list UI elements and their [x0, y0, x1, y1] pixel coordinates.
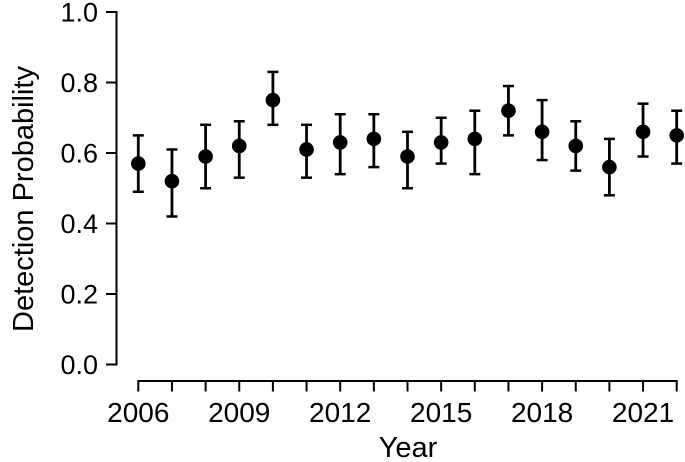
data-point — [231, 138, 247, 154]
data-point — [299, 142, 314, 157]
data-point — [265, 92, 281, 108]
y-axis-title: Detection Probability — [8, 66, 40, 332]
x-axis-title: Year — [379, 432, 438, 462]
y-tick-label: 0.6 — [60, 139, 98, 169]
data-point — [131, 156, 146, 171]
y-tick-label: 1.0 — [60, 0, 98, 28]
y-tick-label: 0.0 — [60, 350, 98, 380]
data-point — [635, 124, 651, 140]
data-point — [568, 138, 584, 154]
data-point — [467, 131, 483, 147]
axes-layer: 0.0 0.2 0.4 0.6 0.8 1.0 2006 2009 2012 2015 2018 20… — [60, 0, 678, 428]
data-point — [501, 103, 516, 118]
x-tick-label: 2018 — [511, 397, 573, 428]
y-tick-label: 0.8 — [60, 68, 98, 98]
x-tick-label: 2015 — [410, 397, 472, 428]
x-tick-label: 2009 — [208, 397, 270, 428]
data-point — [366, 131, 382, 147]
data-marks-layer — [131, 70, 684, 218]
x-tick-label: 2021 — [612, 397, 674, 428]
data-point — [400, 149, 415, 164]
y-tick-label: 0.2 — [60, 280, 98, 310]
data-point — [602, 159, 617, 175]
y-tick-label: 0.4 — [60, 209, 98, 239]
data-point — [534, 124, 550, 140]
data-point — [433, 135, 449, 150]
x-tick-label: 2006 — [107, 397, 169, 428]
data-point — [669, 128, 684, 143]
data-point — [332, 135, 348, 150]
x-tick-label: 2012 — [309, 397, 371, 428]
data-point — [198, 149, 213, 164]
data-point — [164, 173, 180, 189]
